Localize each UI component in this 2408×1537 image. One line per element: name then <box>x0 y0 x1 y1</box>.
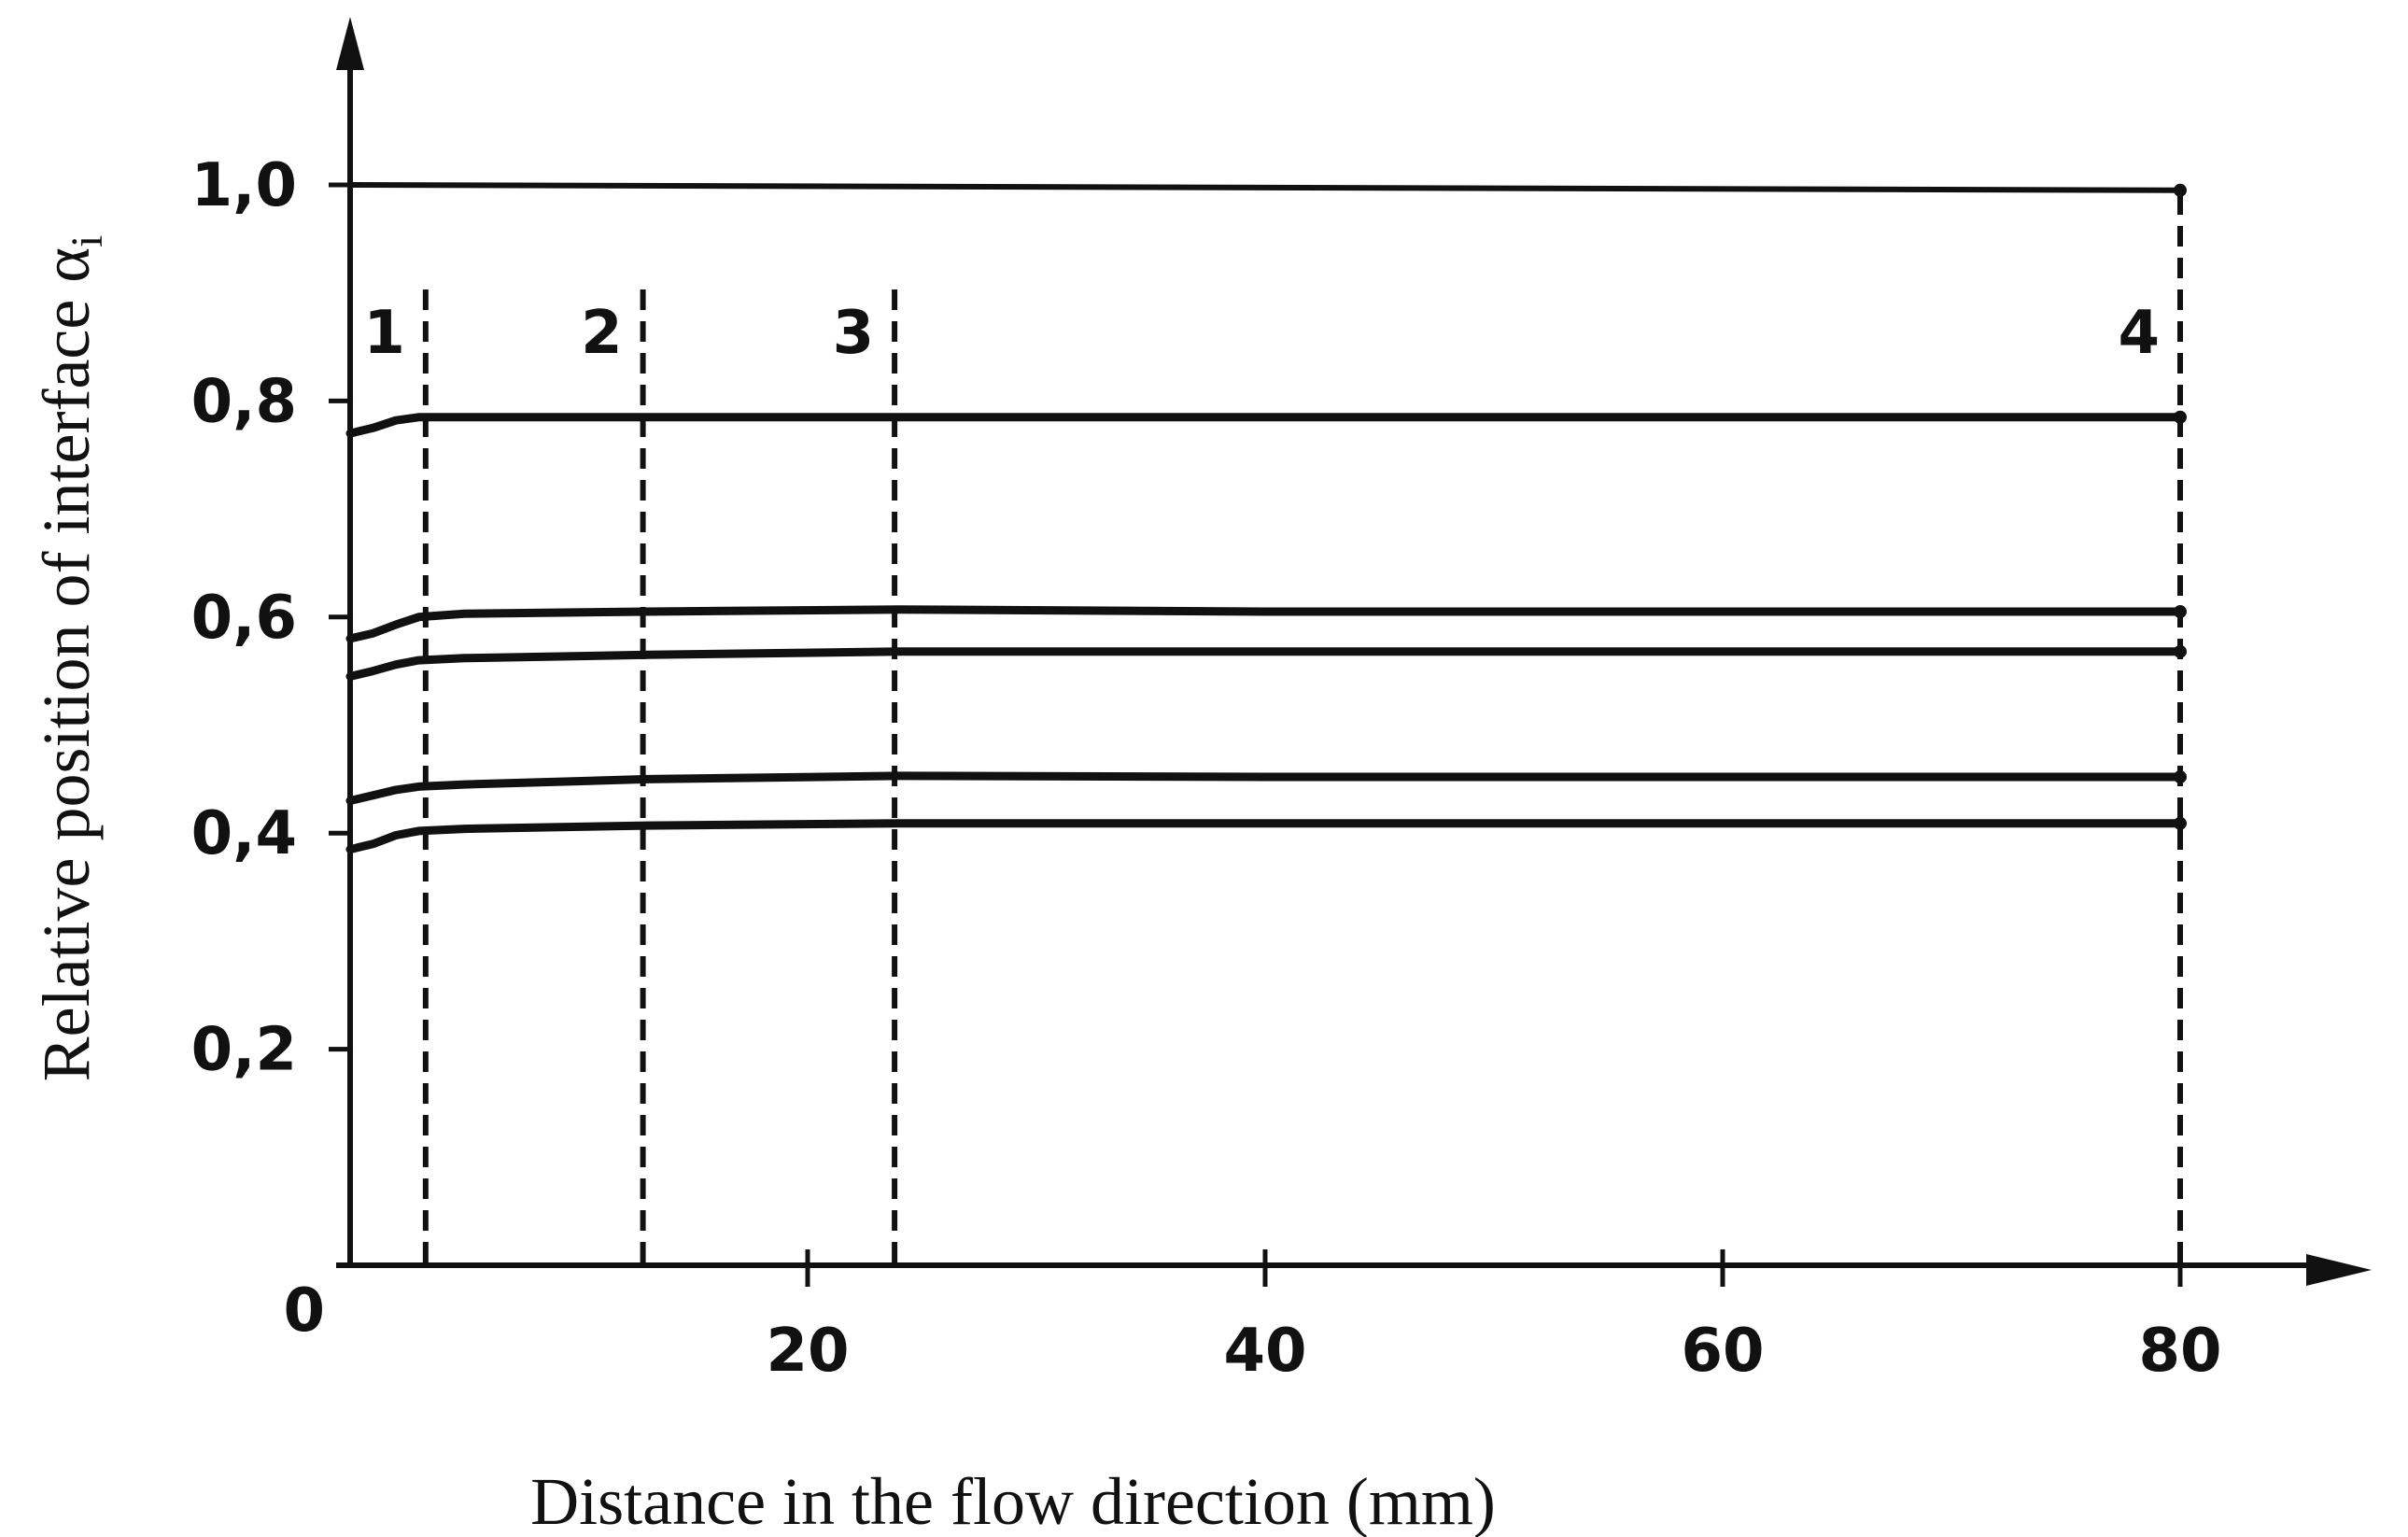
interface-end-point-5 <box>2174 816 2187 830</box>
interface-line-4 <box>345 771 2185 805</box>
y-tick-label-3: 0,8 <box>191 367 297 436</box>
section-label-1: 1 <box>363 299 405 368</box>
y-tick-label-1: 0,4 <box>191 799 297 868</box>
interface-line-3 <box>345 647 2185 681</box>
y-tick-label-2: 0,6 <box>191 584 297 653</box>
y-axis-title-main: Relative position of interface α <box>29 247 104 1081</box>
interface-end-point-1 <box>2174 410 2187 424</box>
interface-end-point-4 <box>2174 770 2187 784</box>
x-axis-arrow-icon <box>2306 1254 2372 1286</box>
y-tick-label-4: 1,0 <box>191 151 297 220</box>
origin-label: 0 <box>283 1276 325 1346</box>
section-label-3: 3 <box>833 299 875 368</box>
x-tick-label-2: 60 <box>1681 1317 1764 1386</box>
section-label-4: 4 <box>2118 299 2160 368</box>
x-axis-title: Distance in the flow direction (mm) <box>530 1464 1496 1537</box>
y-axis-arrow-icon <box>336 17 364 70</box>
interface-line-1 <box>345 413 2185 438</box>
interface-end-point-0 <box>2174 183 2187 197</box>
y-axis-title-subscript: i <box>63 235 112 247</box>
x-tick-label-0: 20 <box>766 1317 849 1386</box>
interface-line-2 <box>345 605 2185 643</box>
y-axis-title: Relative position of interface αi <box>29 235 112 1082</box>
interface-line-0 <box>347 182 2183 193</box>
interface-end-point-3 <box>2174 644 2187 658</box>
y-tick-label-0: 0,2 <box>191 1016 297 1085</box>
x-tick-label-3: 80 <box>2138 1317 2221 1386</box>
section-label-2: 2 <box>581 299 623 368</box>
x-tick-label-1: 40 <box>1223 1317 1306 1386</box>
interface-end-point-2 <box>2174 605 2187 619</box>
interface-line-5 <box>345 819 2185 854</box>
